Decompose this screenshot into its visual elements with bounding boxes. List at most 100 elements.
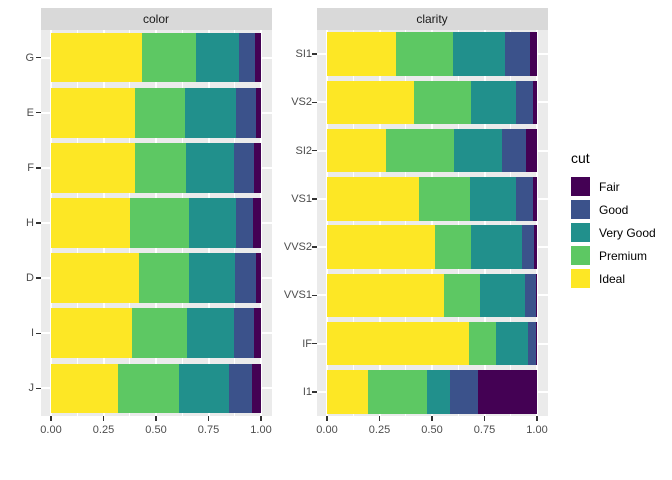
y-axis-tick [312,53,317,55]
panel-color [40,30,272,416]
y-axis-label-VS1: VS1 [291,192,312,205]
bar-segment-premium [413,80,472,125]
y-axis-label-VVS2: VVS2 [283,241,312,254]
bar-segment-good [525,273,536,318]
y-axis-label-J: J [28,382,35,395]
bar-segment-very-good [471,225,523,269]
bar-segment-premium [138,253,189,303]
y-axis-label-VVS1: VVS1 [283,289,312,302]
bar-row-E [51,87,261,138]
x-axis-tick [431,416,433,421]
bar-segment-fair [255,32,261,83]
bar-segment-premium [129,198,190,248]
bar-segment-good [515,80,533,125]
bar-segment-good [234,308,255,359]
x-axis-label: 0.50 [145,424,167,436]
bar-row-VS1 [327,177,537,221]
y-axis-tick [36,277,41,279]
legend-key-swatch [571,223,590,242]
x-axis-tick [378,416,381,421]
y-axis-tick [312,342,317,345]
x-axis-tick [155,416,157,421]
bar-segment-good [234,143,255,193]
bar-segment-very-good [471,80,516,125]
major-gridline [431,30,433,416]
bar-row-D [51,253,261,303]
bar-segment-good [238,32,256,83]
bar-segment-good [522,225,535,269]
panel-clarity [316,30,548,416]
legend-entry-label: Very Good [599,225,656,240]
bar-segment-very-good [470,177,516,221]
bar-segment-premium [469,321,497,366]
legend-key-swatch [571,177,590,196]
y-axis-tick [36,222,41,224]
legend-entry-fair: Fair [571,175,656,198]
x-axis-tick [102,416,105,421]
y-axis-label-SI1: SI1 [295,48,312,61]
y-axis-label-IF: IF [302,337,312,350]
bar-segment-good [527,321,536,366]
bar-segment-premium [434,225,472,269]
bar-segment-very-good [189,198,236,248]
y-axis-tick [36,56,41,59]
y-axis-label-G: G [25,51,34,64]
bar-row-IF [327,321,537,366]
bar-segment-good [501,128,527,173]
bar-segment-good [450,370,478,414]
y-axis-tick [312,149,317,152]
bar-segment-premium [419,177,471,221]
x-axis-tick [483,416,486,421]
minor-gridline [510,30,512,416]
x-axis-label: 0.25 [368,424,391,436]
legend-key-swatch [571,200,590,219]
y-axis-label-E: E [26,106,34,119]
legend-entry-very-good: Very Good [571,221,656,244]
bar-segment-ideal [327,32,396,76]
bar-segment-premium [135,143,187,193]
bar-segment-fair [535,273,537,318]
major-gridline [483,30,486,416]
y-axis-label-H: H [26,217,34,229]
legend-entry-premium: Premium [571,244,656,267]
bar-segment-good [235,198,254,248]
bar-segment-ideal [51,308,133,359]
bar-segment-ideal [327,80,414,125]
bar-segment-fair [526,128,537,173]
x-axis-tick [326,416,328,421]
bar-segment-fair [534,225,537,269]
bar-segment-very-good [187,308,235,359]
y-axis-tick [312,246,317,248]
bar-segment-premium [368,370,427,414]
bar-segment-ideal [51,198,130,248]
bar-segment-premium [132,308,188,359]
bar-segment-ideal [327,177,420,221]
bar-segment-ideal [51,87,135,138]
minor-gridline [457,30,459,416]
legend: cut Fair Good Very Good Premium Ideal [571,150,656,290]
facet-strip-clarity-label: clarity [416,12,448,26]
y-axis-tick [312,294,317,297]
bar-row-G [51,32,261,83]
legend-key-swatch [571,246,590,265]
bar-row-VVS2 [327,225,537,269]
bar-row-F [51,143,261,193]
bar-segment-premium [386,128,454,173]
bar-segment-premium [141,32,197,83]
bar-segment-good [236,87,257,138]
major-gridline [326,30,328,416]
bar-segment-very-good [184,87,237,138]
bar-segment-ideal [327,128,387,173]
bar-segment-ideal [51,32,142,83]
legend-entry-good: Good [571,198,656,221]
legend-entry-label: Premium [599,248,648,263]
bar-segment-very-good [453,32,506,76]
y-axis-tick [36,111,41,114]
bar-segment-premium [118,363,179,414]
x-axis-label: 1.00 [526,424,548,436]
bar-segment-good [505,32,531,76]
bar-segment-very-good [453,128,502,173]
bar-segment-fair [532,177,537,221]
x-axis-label: 0.75 [197,424,220,436]
